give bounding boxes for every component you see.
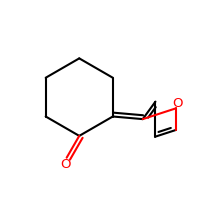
- Text: O: O: [172, 97, 183, 110]
- Text: O: O: [60, 158, 71, 171]
